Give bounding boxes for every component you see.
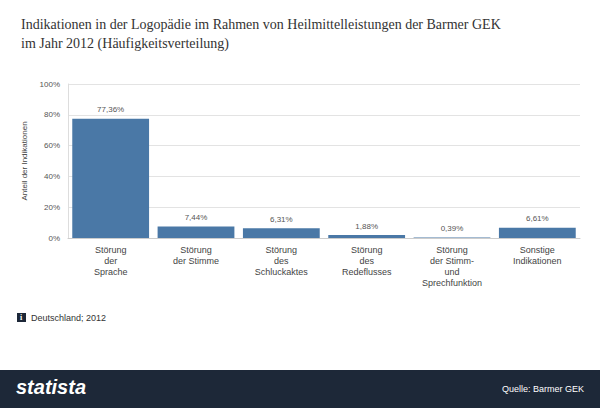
svg-text:Redeflusses: Redeflusses	[342, 267, 392, 277]
svg-text:Störung: Störung	[180, 245, 212, 255]
svg-text:und: und	[444, 267, 459, 277]
svg-text:Sprechfunktion: Sprechfunktion	[422, 278, 482, 288]
svg-text:77,36%: 77,36%	[97, 105, 124, 114]
svg-text:Störung: Störung	[95, 245, 127, 255]
svg-text:1,88%: 1,88%	[355, 222, 378, 231]
svg-text:der Stimm-: der Stimm-	[430, 256, 474, 266]
svg-text:Sprache: Sprache	[94, 267, 128, 277]
svg-text:Sonstige: Sonstige	[520, 245, 555, 255]
svg-text:der Stimme: der Stimme	[173, 256, 219, 266]
svg-text:6,61%: 6,61%	[526, 214, 549, 223]
svg-text:60%: 60%	[44, 141, 60, 150]
svg-text:40%: 40%	[44, 172, 60, 181]
svg-text:0%: 0%	[48, 234, 60, 243]
svg-text:Quelle: Barmer GEK: Quelle: Barmer GEK	[502, 384, 584, 394]
svg-text:Störung: Störung	[436, 245, 468, 255]
svg-text:Schluckaktes: Schluckaktes	[255, 267, 309, 277]
svg-text:des: des	[274, 256, 289, 266]
svg-text:0,39%: 0,39%	[441, 224, 464, 233]
svg-text:im Jahr 2012 (Häufigkeitsverte: im Jahr 2012 (Häufigkeitsverteilung)	[21, 36, 229, 52]
svg-text:Deutschland; 2012: Deutschland; 2012	[31, 313, 106, 323]
svg-text:20%: 20%	[44, 203, 60, 212]
svg-text:der: der	[104, 256, 117, 266]
svg-text:Indikationen in der Logopädie: Indikationen in der Logopädie im Rahmen …	[21, 17, 501, 32]
svg-text:7,44%: 7,44%	[185, 213, 208, 222]
svg-text:Indikationen: Indikationen	[513, 256, 562, 266]
svg-text:i: i	[20, 313, 23, 322]
svg-text:des: des	[359, 256, 374, 266]
svg-text:100%: 100%	[40, 80, 60, 89]
svg-text:statista: statista	[16, 376, 86, 398]
svg-text:Störung: Störung	[266, 245, 298, 255]
svg-text:6,31%: 6,31%	[270, 215, 293, 224]
svg-text:80%: 80%	[44, 110, 60, 119]
svg-text:Störung: Störung	[351, 245, 383, 255]
svg-text:Anteil der Indikationen: Anteil der Indikationen	[20, 121, 29, 200]
